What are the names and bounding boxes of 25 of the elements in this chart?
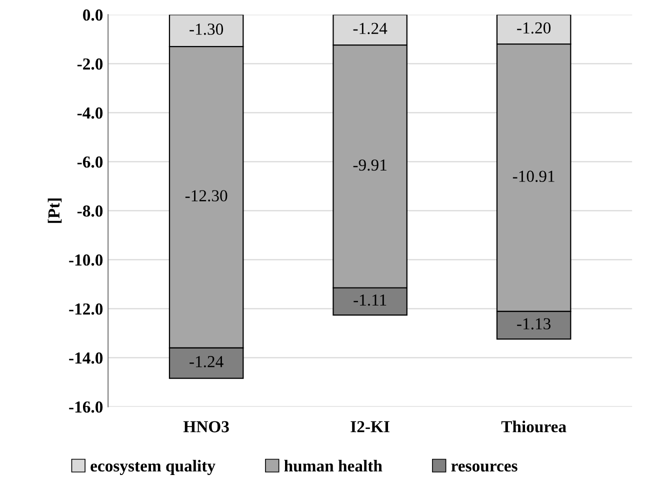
data-label: -1.11 bbox=[354, 294, 386, 306]
legend-label: human health bbox=[284, 460, 382, 472]
y-tick-label: -10.0 bbox=[69, 254, 103, 266]
data-label: -12.30 bbox=[185, 190, 228, 202]
y-tick-label: 0.0 bbox=[83, 9, 103, 21]
data-label: -9.91 bbox=[353, 159, 386, 171]
legend-label: ecosystem quality bbox=[90, 460, 216, 475]
x-tick-label: Thiourea bbox=[501, 420, 566, 432]
data-label: -1.30 bbox=[190, 24, 224, 35]
y-tick-label: -16.0 bbox=[69, 401, 103, 413]
data-label: -10.91 bbox=[512, 170, 554, 182]
y-tick-label: -6.0 bbox=[77, 156, 103, 168]
data-label: -1.20 bbox=[517, 22, 551, 34]
x-tick-label: HNO3 bbox=[183, 421, 229, 432]
data-label: -1.13 bbox=[517, 318, 551, 330]
y-tick-label: -8.0 bbox=[77, 205, 103, 217]
legend-label: resources bbox=[451, 464, 518, 472]
x-tick-label: I2-KI bbox=[350, 421, 390, 432]
y-tick-label: -12.0 bbox=[69, 303, 103, 315]
y-axis-title: [Pt] bbox=[48, 198, 62, 223]
y-tick-label: -4.0 bbox=[77, 107, 103, 119]
y-tick-label: -14.0 bbox=[69, 352, 103, 364]
data-label: -1.24 bbox=[190, 356, 224, 368]
y-tick-label: -2.0 bbox=[77, 58, 103, 70]
data-label: -1.24 bbox=[353, 22, 388, 34]
